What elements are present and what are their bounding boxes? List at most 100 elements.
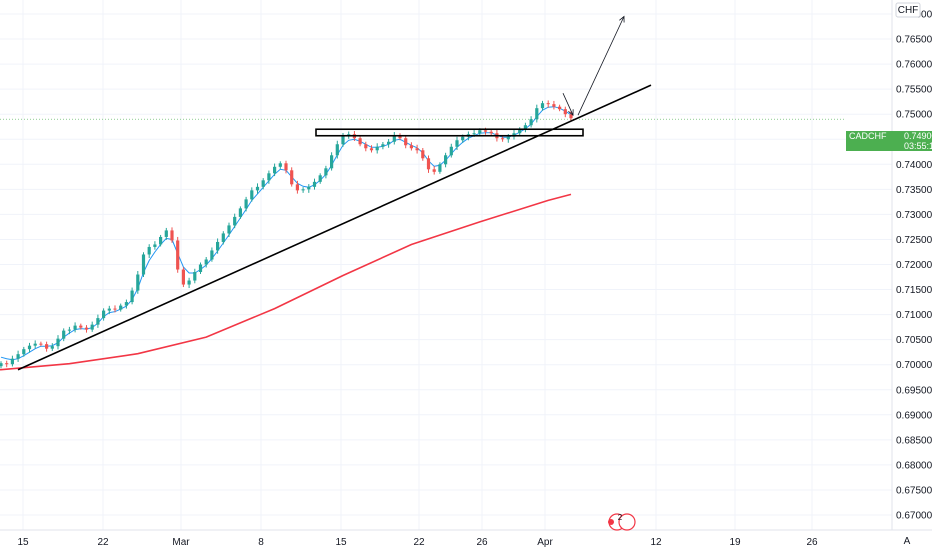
arrow-head [568, 109, 574, 117]
candle [96, 314, 100, 328]
y-tick-label: 0.76500 [896, 35, 932, 46]
candle [124, 299, 128, 309]
y-tick-label: 0.69000 [896, 410, 932, 421]
price-axis[interactable]: 0.770000.765000.760000.755000.750000.745… [891, 0, 932, 530]
candle [39, 341, 43, 347]
candle-body [181, 269, 185, 285]
candle [79, 323, 83, 330]
candle-body [558, 106, 562, 110]
scale-mode-button[interactable]: A [904, 536, 911, 547]
candle-body [170, 230, 174, 241]
candle-body [10, 358, 14, 365]
y-tick-label: 0.70500 [896, 335, 932, 346]
candle [210, 247, 214, 262]
x-tick-label: 26 [476, 537, 488, 548]
candle [33, 340, 37, 349]
candle-body [501, 138, 505, 140]
candle [398, 133, 402, 141]
candle-body [301, 189, 305, 191]
candle [387, 138, 391, 148]
candle-body [364, 144, 368, 149]
x-tick-label: 26 [806, 537, 818, 548]
candle [392, 131, 396, 145]
candle-body [546, 103, 550, 105]
candle [438, 162, 442, 174]
candle-body [290, 170, 294, 185]
candle [141, 252, 146, 278]
candle-body [398, 135, 402, 139]
candle-body [244, 199, 248, 209]
candle-body [404, 138, 408, 146]
time-axis[interactable]: 15 22 Mar 8 15 22 26 Apr 12 19 26 [0, 529, 932, 548]
price-tag-countdown: 03:55:17 [904, 141, 932, 151]
candle [301, 187, 305, 193]
candle-body [529, 119, 533, 126]
candle-body [540, 103, 545, 109]
y-tick-label: 0.71000 [896, 310, 932, 321]
candle-body [141, 254, 146, 275]
candle [62, 328, 66, 342]
candle-body [176, 240, 180, 270]
candle [558, 104, 562, 112]
candle-body [278, 163, 282, 167]
candle [73, 322, 77, 333]
x-tick-label: 15 [335, 537, 347, 548]
candle-body [506, 136, 510, 140]
candle-body [295, 184, 299, 191]
candle [113, 305, 117, 313]
candle-body [96, 318, 100, 325]
candle [0, 361, 3, 369]
candle [164, 227, 168, 240]
candle [227, 222, 231, 237]
candle [364, 141, 368, 152]
candle [221, 231, 225, 245]
svg-text:CHF: CHF [898, 5, 919, 16]
y-tick-label: 0.74000 [896, 160, 932, 171]
candle [90, 321, 94, 332]
candle-body [90, 324, 94, 330]
candle-body [147, 246, 151, 255]
candle-body [22, 349, 26, 355]
candle-body [369, 148, 374, 151]
candle [307, 184, 311, 193]
candle-body [5, 363, 9, 365]
candle [153, 241, 157, 250]
candle-body [27, 345, 32, 350]
candle-body [136, 274, 140, 291]
x-tick-label: Mar [172, 537, 190, 548]
candle [523, 122, 527, 133]
candle-body [438, 164, 442, 172]
candle [335, 140, 339, 159]
candle-body [535, 108, 539, 120]
candle-body [107, 308, 111, 311]
candle [444, 152, 448, 168]
candle-body [261, 180, 265, 187]
drawings[interactable] [17, 15, 652, 371]
candle-body [478, 130, 482, 134]
arrow-head [619, 15, 625, 23]
candle [569, 111, 573, 121]
candle [107, 305, 111, 315]
candle [284, 160, 288, 174]
candle-body [238, 208, 242, 217]
events-badge[interactable]: 2 [608, 513, 636, 531]
candle [22, 346, 26, 357]
candle-body [187, 280, 191, 285]
candle [27, 342, 32, 353]
candle [136, 271, 140, 294]
candle-body [483, 130, 488, 132]
chart-grid [0, 0, 892, 530]
candle-body [415, 148, 419, 151]
candle-body [347, 134, 351, 136]
candle [449, 143, 453, 158]
candle [67, 326, 71, 335]
candle [147, 244, 151, 258]
candle [501, 135, 505, 142]
candle-body [221, 233, 225, 242]
candle-body [227, 225, 231, 234]
y-tick-label: 0.70000 [896, 360, 932, 371]
candle-body [409, 145, 413, 149]
candle-body [489, 131, 493, 134]
x-tick-label: 22 [97, 537, 109, 548]
